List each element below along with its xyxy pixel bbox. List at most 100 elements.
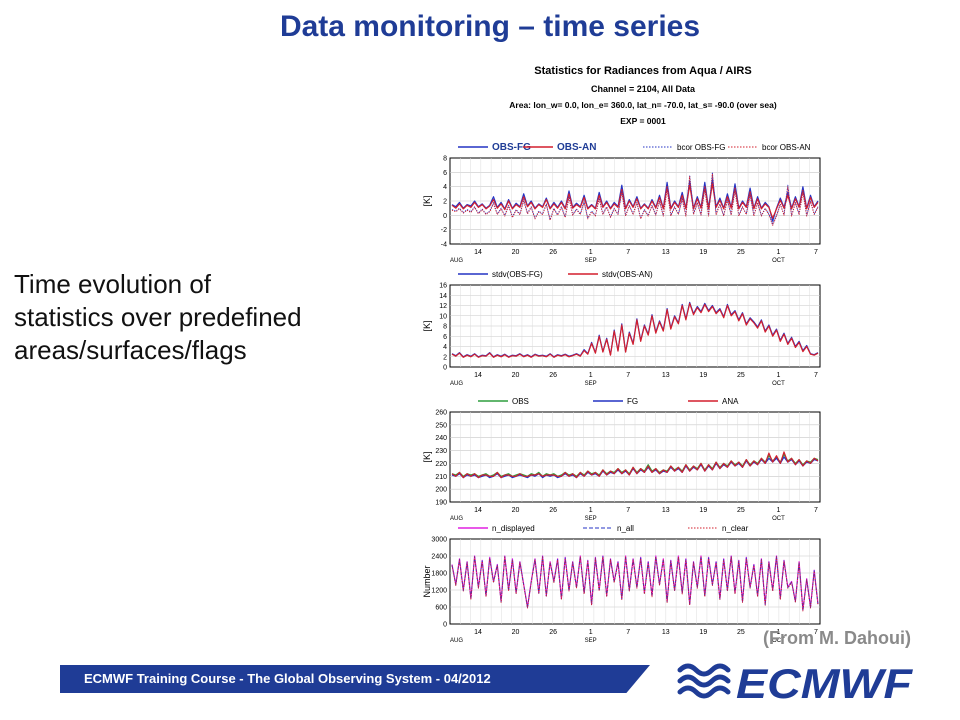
legend-label: n_clear	[722, 524, 749, 533]
x-tick-label: 25	[737, 507, 745, 514]
series-line	[451, 183, 819, 219]
slide-title: Data monitoring – time series	[279, 10, 701, 43]
x-tick-label: 20	[512, 507, 520, 514]
x-tick-label: 19	[699, 507, 707, 514]
y-tick-label: 10	[439, 313, 447, 320]
month-label: AUG	[450, 381, 463, 387]
legend-label: OBS-FG	[492, 142, 531, 153]
wave-icon	[677, 663, 731, 699]
statistics-figure: Statistics for Radiances from Aqua / AIR…	[422, 65, 821, 644]
y-tick-label: 2400	[431, 554, 447, 561]
logo-wordmark: ECMWF	[736, 660, 913, 704]
y-tick-label: 240	[435, 435, 447, 442]
y-tick-label: 1800	[431, 571, 447, 578]
legend-label: stdv(OBS-AN)	[602, 270, 653, 279]
month-label: SEP	[585, 638, 597, 644]
x-tick-label: 20	[512, 372, 520, 379]
y-tick-label: 6	[443, 334, 447, 341]
x-tick-label: 1	[589, 629, 593, 636]
y-tick-label: 1200	[431, 588, 447, 595]
x-tick-label: 25	[737, 629, 745, 636]
x-tick-label: 13	[662, 249, 670, 256]
month-label: AUG	[450, 258, 463, 264]
y-tick-label: 220	[435, 461, 447, 468]
y-tick-label: 200	[435, 487, 447, 494]
y-tick-label: 3000	[431, 537, 447, 544]
legend-label: n_all	[617, 524, 634, 533]
legend-label: bcor OBS-FG	[677, 143, 725, 152]
x-tick-label: 20	[512, 249, 520, 256]
y-axis-label: [K]	[422, 451, 432, 462]
y-tick-label: 4	[443, 184, 447, 191]
x-tick-label: 7	[626, 629, 630, 636]
x-tick-label: 25	[737, 249, 745, 256]
y-tick-label: 8	[443, 324, 447, 331]
chart-panel: 260 250 240 230 220 210 200 190 14 20 26 1 7 13 19 25 1 7…	[422, 397, 821, 522]
x-tick-label: 19	[699, 249, 707, 256]
legend-label: stdv(OBS-FG)	[492, 270, 543, 279]
x-tick-label: 13	[662, 372, 670, 379]
y-axis-label: [K]	[422, 320, 432, 331]
x-tick-label: 1	[776, 507, 780, 514]
y-tick-label: 210	[435, 474, 447, 481]
month-label: OCT	[772, 381, 785, 387]
y-tick-label: 14	[439, 293, 447, 300]
x-tick-label: 7	[626, 507, 630, 514]
month-label: OCT	[772, 516, 785, 522]
x-tick-label: 1	[776, 372, 780, 379]
y-tick-label: -4	[441, 242, 447, 249]
x-tick-label: 7	[626, 249, 630, 256]
x-tick-label: 1	[776, 249, 780, 256]
x-tick-label: 7	[814, 372, 818, 379]
body-line: areas/surfaces/flags	[14, 335, 247, 365]
x-tick-label: 14	[474, 249, 482, 256]
body-line: Time evolution of	[14, 269, 212, 299]
y-tick-label: 8	[443, 156, 447, 163]
x-tick-label: 26	[549, 507, 557, 514]
x-tick-label: 14	[474, 629, 482, 636]
figure-title-line: EXP = 0001	[620, 116, 666, 126]
y-tick-label: 2	[443, 199, 447, 206]
figure-title-line: Channel = 2104, All Data	[591, 84, 696, 94]
x-tick-label: 26	[549, 372, 557, 379]
body-text: Time evolution of statistics over predef…	[14, 268, 302, 367]
x-tick-label: 7	[626, 372, 630, 379]
x-tick-label: 19	[699, 372, 707, 379]
x-tick-label: 13	[662, 629, 670, 636]
x-tick-label: 1	[776, 629, 780, 636]
month-label: SEP	[585, 516, 597, 522]
y-tick-label: 260	[435, 410, 447, 417]
legend-label: ANA	[722, 397, 739, 406]
month-label: SEP	[585, 258, 597, 264]
y-tick-label: 600	[435, 605, 447, 612]
y-tick-label: 16	[439, 283, 447, 290]
ecmwf-logo: ECMWF	[677, 660, 913, 704]
month-label: OCT	[772, 638, 785, 644]
legend-label: FG	[627, 397, 638, 406]
series-line	[451, 302, 819, 358]
y-tick-label: 6	[443, 170, 447, 177]
y-axis-label: [K]	[422, 195, 432, 206]
x-tick-label: 14	[474, 372, 482, 379]
x-tick-label: 1	[589, 249, 593, 256]
y-tick-label: 250	[435, 422, 447, 429]
footer-text: ECMWF Training Course - The Global Obser…	[84, 671, 491, 686]
x-tick-label: 7	[814, 249, 818, 256]
y-axis-label: Number	[422, 565, 432, 597]
legend-label: OBS-AN	[557, 142, 596, 153]
y-tick-label: 0	[443, 213, 447, 220]
month-label: AUG	[450, 638, 463, 644]
x-tick-label: 14	[474, 507, 482, 514]
legend-label: bcor OBS-AN	[762, 143, 811, 152]
y-tick-label: 12	[439, 303, 447, 310]
x-tick-label: 1	[589, 507, 593, 514]
body-line: statistics over predefined	[14, 302, 302, 332]
series-line	[451, 451, 819, 479]
x-tick-label: 26	[549, 629, 557, 636]
month-label: OCT	[772, 258, 785, 264]
y-tick-label: 4	[443, 344, 447, 351]
y-tick-label: 2	[443, 354, 447, 361]
footer-bar: ECMWF Training Course - The Global Obser…	[60, 665, 650, 693]
x-tick-label: 20	[512, 629, 520, 636]
